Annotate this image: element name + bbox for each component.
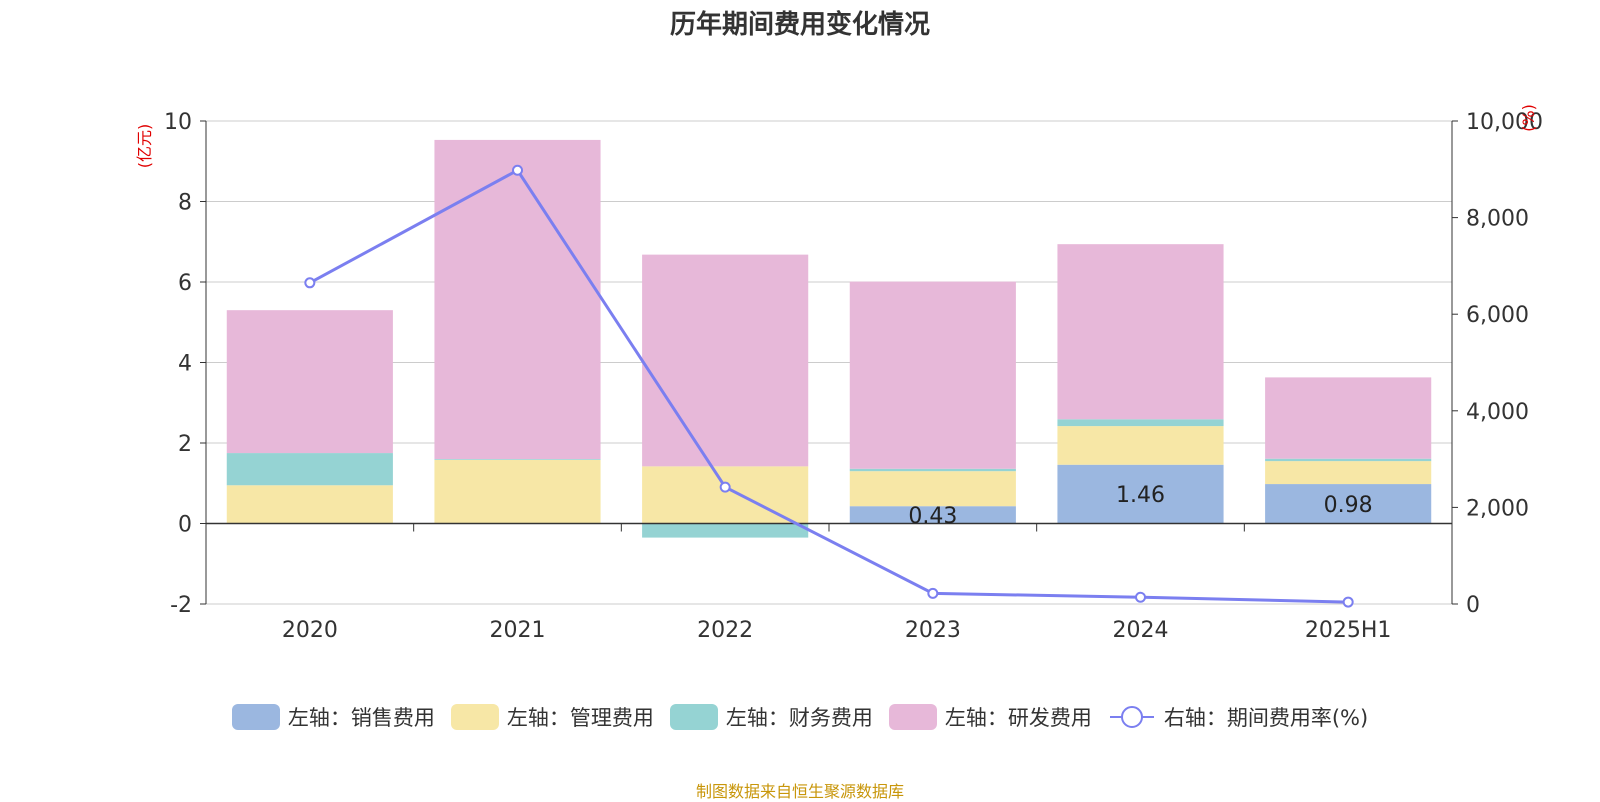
category-label: 2024 [1113, 618, 1169, 643]
data-label: 0.43 [908, 504, 957, 529]
category-label: 2021 [490, 618, 546, 643]
rate-line [309, 168, 1349, 604]
right-tick-label: 2,000 [1466, 496, 1529, 521]
rate-point [927, 587, 939, 599]
bar-2024-series-0 [1057, 464, 1224, 524]
bar-2023-series-1 [849, 471, 1016, 507]
legend-item-sales[interactable]: 左轴：销售费用 [231, 702, 435, 732]
bar-2023-series-2 [849, 468, 1016, 472]
rate-point [1342, 596, 1354, 608]
left-tick-label: 0 [178, 513, 192, 538]
bar-2025H1-series-2 [1265, 458, 1432, 462]
right-tick-label: 8,000 [1466, 207, 1529, 232]
rate-point [1135, 591, 1146, 603]
chart-title: 历年期间费用变化情况 [669, 10, 930, 40]
legend-item-rnd[interactable]: 左轴：研发费用 [888, 702, 1092, 732]
left-tick-label: 2 [178, 432, 192, 457]
right-tick-label: 0 [1466, 593, 1480, 618]
data-label: 1.46 [1116, 483, 1165, 508]
bar-2022-series-2 [642, 523, 809, 538]
right-tick-label: 6,000 [1466, 303, 1529, 328]
bar-2022-series-1 [642, 466, 809, 524]
bar-2020-series-3 [226, 310, 393, 454]
data-label: 0.98 [1324, 493, 1373, 518]
legend-line-circle-icon [1109, 706, 1154, 728]
legend-label-rate: 右轴：期间费用率(%) [1163, 706, 1369, 730]
legend-swatch-rnd [888, 704, 937, 730]
bar-2023-series-0 [849, 506, 1016, 524]
legend-swatch-sales [231, 704, 280, 730]
bar-2024-series-1 [1057, 426, 1224, 465]
category-label: 2022 [697, 618, 753, 643]
bar-2025H1-series-0 [1265, 484, 1432, 524]
rate-point [512, 164, 523, 176]
left-tick-label: 8 [178, 191, 192, 216]
bar-2025H1-series-1 [1265, 461, 1432, 485]
bar-2023-series-3 [849, 281, 1016, 469]
rate-point [719, 481, 731, 493]
bar-2025H1-series-3 [1265, 377, 1432, 459]
legend-item-rate[interactable]: 右轴：期间费用率(%) [1108, 702, 1368, 732]
left-tick-label: 4 [178, 352, 192, 377]
left-tick-label: 10 [164, 110, 192, 135]
bar-2021-series-2 [434, 459, 601, 460]
category-label: 2025H1 [1305, 618, 1392, 643]
legend-swatch-finance [669, 704, 718, 730]
bar-2022-series-3 [642, 254, 809, 467]
legend: 左轴：销售费用 左轴：管理费用 左轴：财务费用 左轴：研发费用 右轴：期间费用率… [0, 702, 1600, 732]
bar-2020-series-1 [226, 485, 393, 524]
left-tick-label: 6 [178, 271, 192, 296]
data-source-note: 制图数据来自恒生聚源数据库 [695, 782, 904, 801]
right-tick-label: 4,000 [1466, 400, 1529, 425]
legend-label-finance: 左轴：财务费用 [725, 706, 873, 730]
legend-swatch-admin [450, 704, 499, 730]
bar-2021-series-3 [434, 139, 601, 460]
legend-label-admin: 左轴：管理费用 [506, 706, 654, 730]
legend-label-rnd: 左轴：研发费用 [944, 706, 1092, 730]
right-tick-label: 10,000 [1466, 110, 1543, 135]
legend-item-admin[interactable]: 左轴：管理费用 [450, 702, 654, 732]
left-axis-unit: (亿元) [135, 124, 154, 169]
bar-2021-series-1 [434, 459, 601, 524]
bar-2024-series-3 [1057, 244, 1224, 420]
left-tick-label: -2 [170, 593, 192, 618]
bar-2020-series-2 [226, 453, 393, 486]
legend-label-sales: 左轴：销售费用 [287, 706, 435, 730]
category-label: 2020 [282, 618, 338, 643]
legend-item-finance[interactable]: 左轴：财务费用 [669, 702, 873, 732]
chart-plot: -2 0 2 4 6 8 10 (亿元) 0 2,000 4,000 6,000 8,000 10,000… [135, 104, 1543, 643]
rate-point [304, 277, 316, 289]
category-label: 2023 [905, 618, 961, 643]
right-axis-unit: (%) [1519, 104, 1538, 132]
bar-2024-series-2 [1057, 419, 1224, 427]
